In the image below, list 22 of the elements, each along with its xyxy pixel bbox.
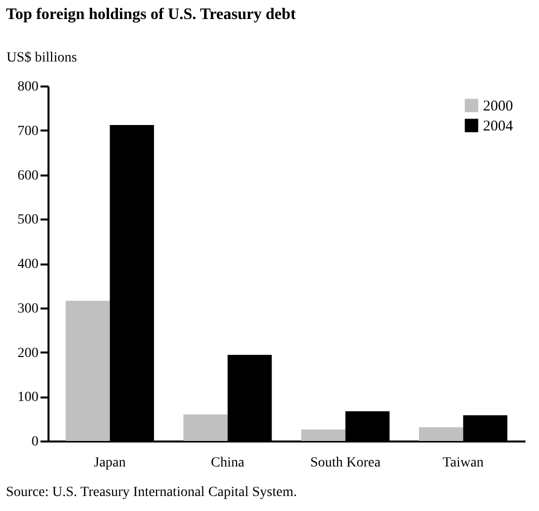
bar [66, 300, 110, 441]
legend-label: 2004 [483, 118, 514, 134]
y-tick-label: 0 [32, 434, 38, 450]
x-tick-label: China [210, 456, 246, 470]
x-tick-label: Japan [94, 456, 126, 470]
chart-title: Top foreign holdings of U.S. Treasury debt [6, 6, 297, 23]
y-tick-label: 400 [18, 257, 38, 272]
y-axis-title: US$ billions [6, 50, 77, 66]
y-tick-label: 500 [18, 212, 38, 228]
y-tick-label: 800 [18, 80, 38, 94]
y-tick-label: 700 [18, 124, 38, 139]
y-tick-label: 300 [18, 301, 38, 316]
y-tick-label: 100 [18, 390, 38, 406]
y-tick-label: 600 [18, 168, 38, 184]
source-note: Source: U.S. Treasury International Capital System. [6, 485, 297, 500]
x-tick-label: South Korea [310, 456, 382, 470]
y-tick-label: 200 [18, 346, 38, 361]
x-tick-label: Taiwan [442, 456, 484, 470]
bar [183, 414, 228, 441]
bar [301, 429, 346, 441]
bar [419, 427, 464, 441]
legend-label: 2000 [483, 98, 513, 114]
